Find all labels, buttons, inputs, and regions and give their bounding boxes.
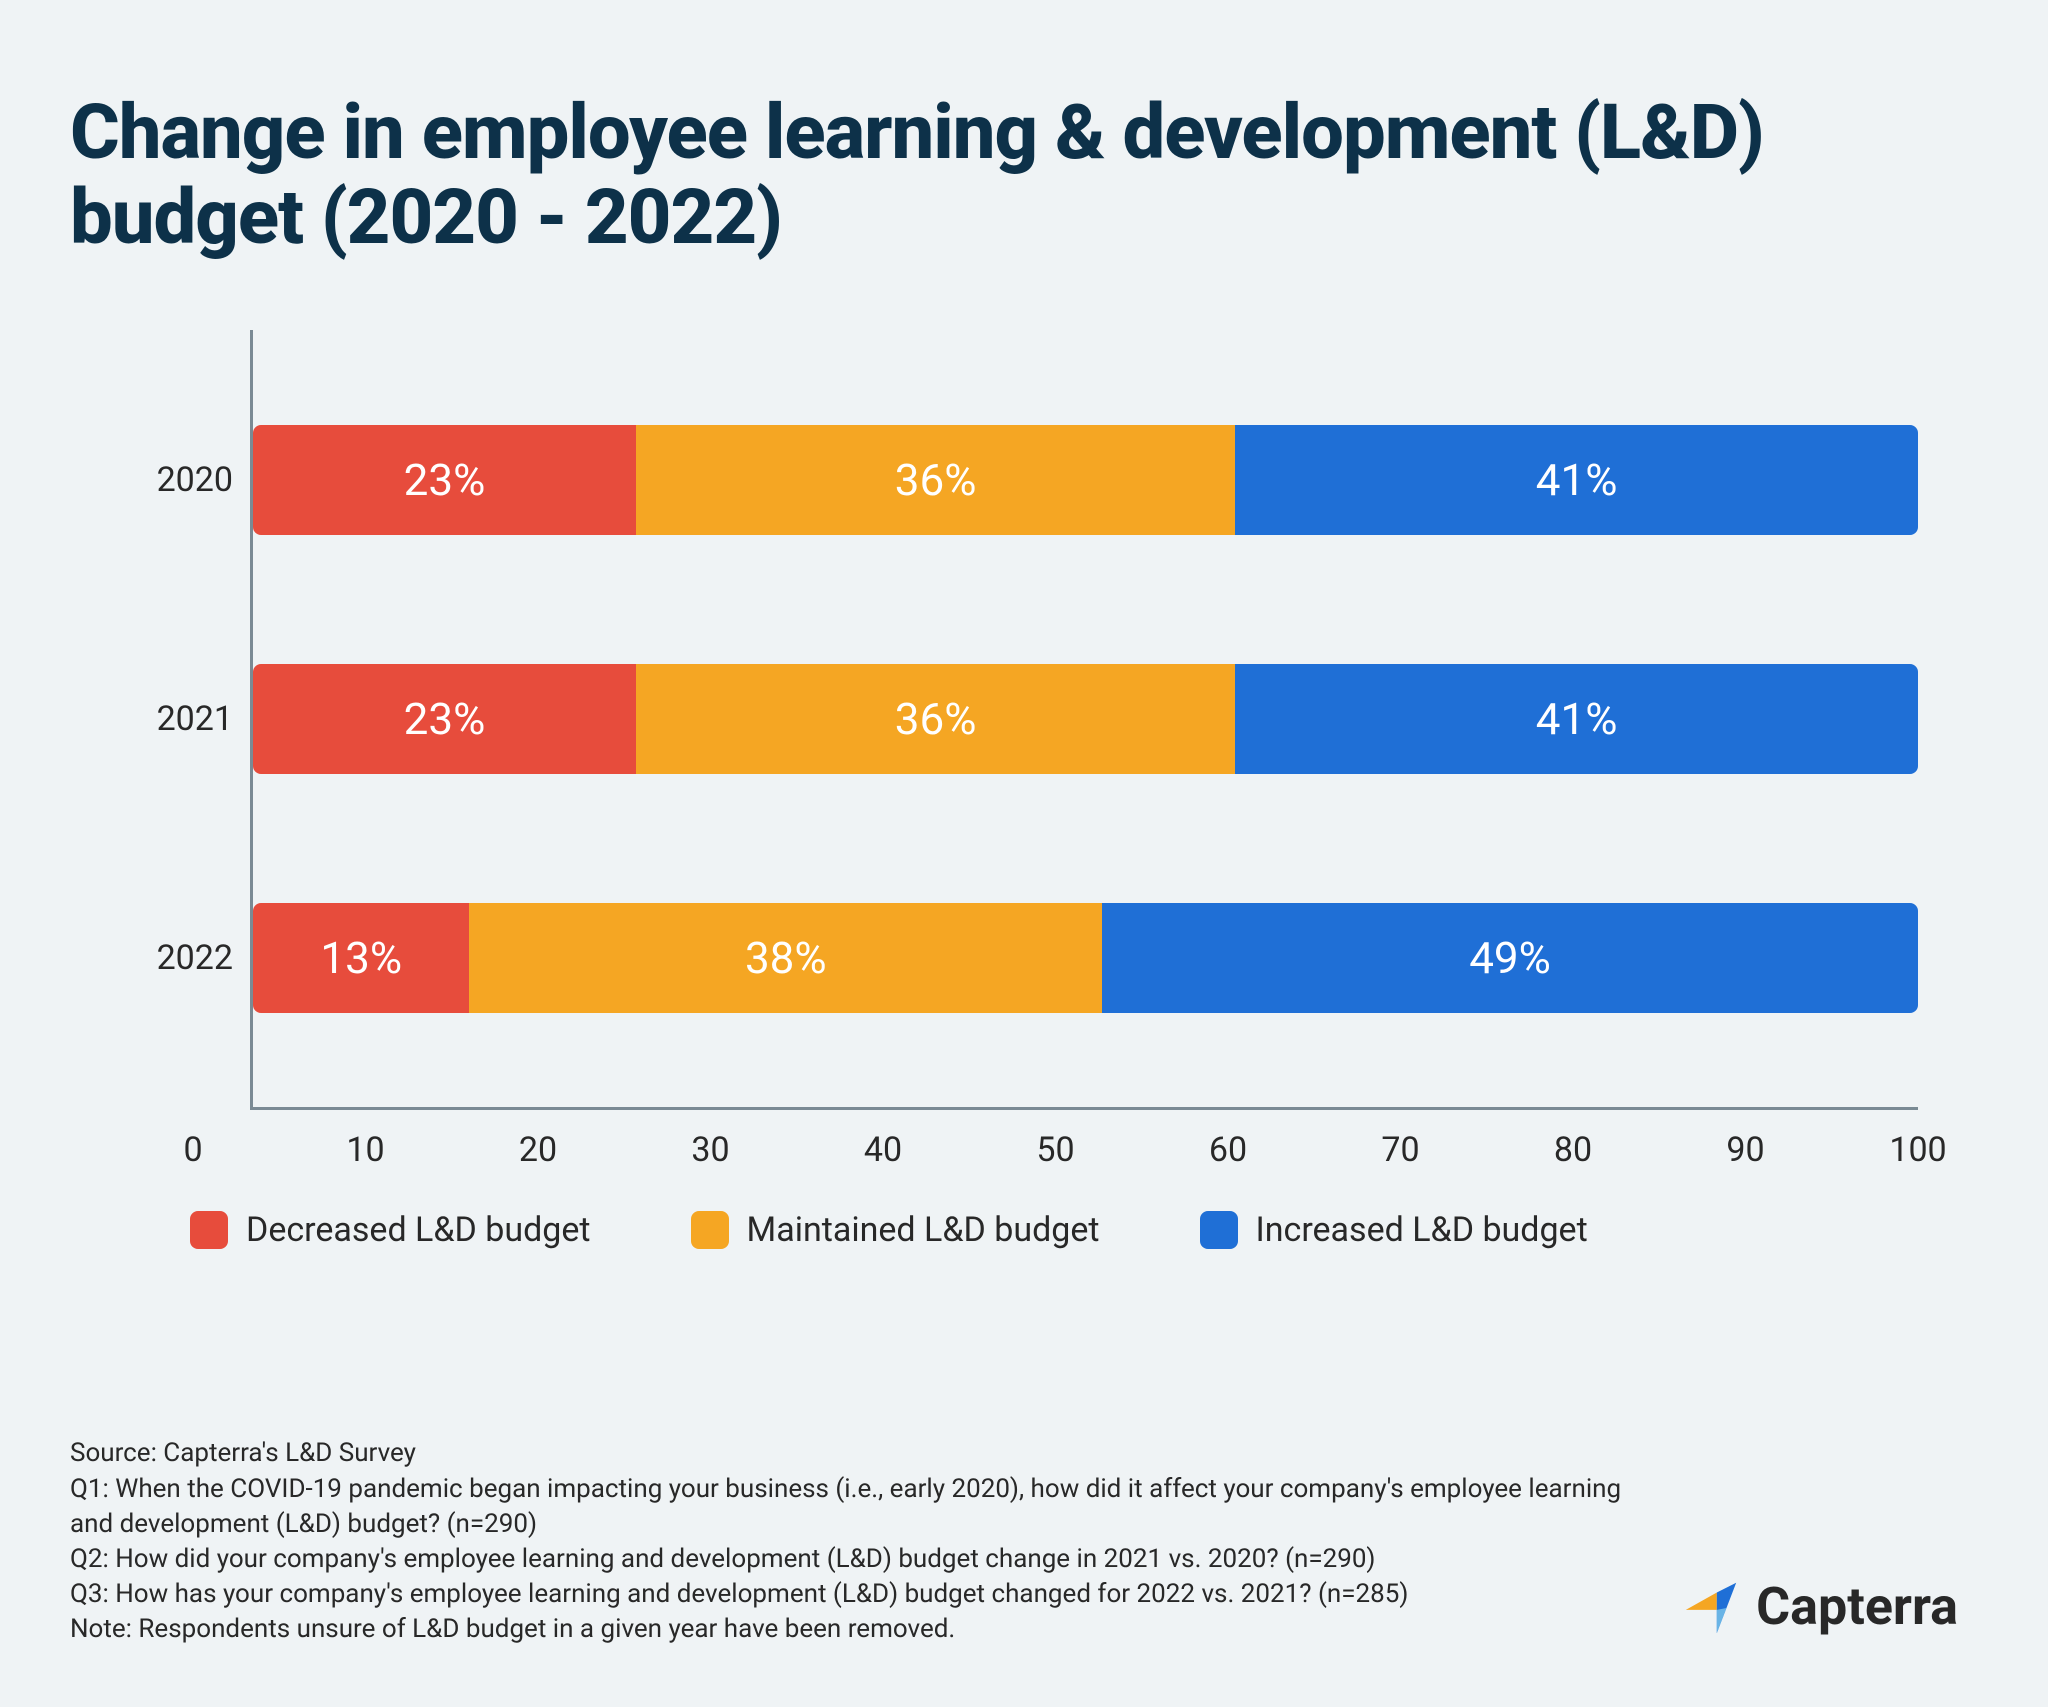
y-axis-label: 2021 xyxy=(123,699,233,739)
chart-container: 202023%36%41%202123%36%41%202213%38%49% … xyxy=(70,330,1978,1250)
bar-row: 202213%38%49% xyxy=(253,903,1918,1013)
legend-swatch xyxy=(1200,1211,1238,1249)
footnote-q2: Q2: How did your company's employee lear… xyxy=(70,1542,1630,1577)
legend-swatch xyxy=(190,1211,228,1249)
footnote-note: Note: Respondents unsure of L&D budget i… xyxy=(70,1612,1630,1647)
footer: Source: Capterra's L&D Survey Q1: When t… xyxy=(70,1436,1978,1647)
bar-segment: 41% xyxy=(1235,664,1918,774)
chart-title: Change in employee learning & developmen… xyxy=(70,90,1978,260)
brand-logo: Capterra xyxy=(1680,1575,1958,1637)
y-axis-label: 2022 xyxy=(123,938,233,978)
footnote-source: Source: Capterra's L&D Survey xyxy=(70,1436,1630,1471)
x-axis-ticks: 0102030405060708090100 xyxy=(193,1130,1918,1170)
bar-segment: 23% xyxy=(253,425,636,535)
bar-segment: 38% xyxy=(469,903,1102,1013)
bar-segment: 13% xyxy=(253,903,469,1013)
legend-label: Increased L&D budget xyxy=(1256,1210,1588,1250)
y-axis-label: 2020 xyxy=(123,460,233,500)
brand-name: Capterra xyxy=(1756,1576,1958,1637)
footnote-q3: Q3: How has your company's employee lear… xyxy=(70,1577,1630,1612)
bars-group: 202023%36%41% 202123%36%41% 202213%38%49% xyxy=(253,330,1918,1107)
bar-segment: 36% xyxy=(636,425,1235,535)
chart-plot-area: 202023%36%41% 202123%36%41% 202213%38%49% xyxy=(250,330,1918,1110)
legend-item: Increased L&D budget xyxy=(1200,1210,1588,1250)
chart-legend: Decreased L&D budget Maintained L&D budge… xyxy=(130,1210,1918,1250)
bar-row: 202023%36%41% xyxy=(253,425,1918,535)
bar-segment: 23% xyxy=(253,664,636,774)
bar-segment: 49% xyxy=(1102,903,1918,1013)
capterra-logo-icon xyxy=(1680,1575,1742,1637)
legend-item: Decreased L&D budget xyxy=(190,1210,591,1250)
legend-label: Maintained L&D budget xyxy=(747,1210,1100,1250)
legend-label: Decreased L&D budget xyxy=(246,1210,591,1250)
footnotes: Source: Capterra's L&D Survey Q1: When t… xyxy=(70,1436,1630,1647)
x-axis xyxy=(250,1107,1918,1110)
bar-segment: 41% xyxy=(1235,425,1918,535)
footnote-q1: Q1: When the COVID-19 pandemic began imp… xyxy=(70,1472,1630,1542)
legend-swatch xyxy=(691,1211,729,1249)
legend-item: Maintained L&D budget xyxy=(691,1210,1100,1250)
bar-row: 202123%36%41% xyxy=(253,664,1918,774)
bar-segment: 36% xyxy=(636,664,1235,774)
